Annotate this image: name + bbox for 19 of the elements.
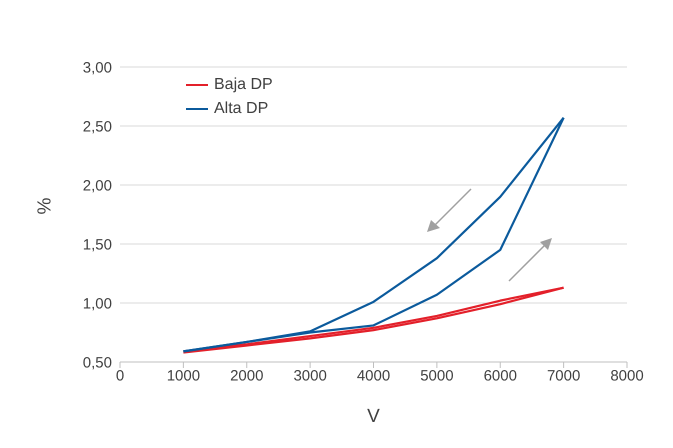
- x-tick-label: 5000: [420, 368, 454, 385]
- y-tick-label: 1,50: [82, 236, 112, 254]
- y-axis-title: %: [34, 198, 56, 214]
- x-tick-label: 2000: [230, 368, 264, 385]
- legend-label: Alta DP: [214, 100, 268, 118]
- x-tick-label: 6000: [484, 368, 517, 385]
- y-tick-label: 2,00: [82, 177, 112, 194]
- x-tick-label: 8000: [610, 368, 644, 385]
- x-axis-title: V: [367, 406, 380, 427]
- legend-label: Baja DP: [214, 76, 273, 94]
- x-tick-label: 4000: [356, 368, 390, 385]
- y-tick-label: 0,50: [82, 354, 112, 372]
- x-tick-label: 0: [116, 368, 124, 385]
- x-tick-label: 3000: [293, 368, 327, 385]
- y-tick-label: 3,00: [82, 59, 112, 76]
- y-tick-label: 1,00: [82, 295, 112, 312]
- x-tick-label: 1000: [166, 368, 200, 385]
- x-tick-label: 7000: [546, 368, 580, 385]
- y-tick-label: 2,50: [82, 118, 112, 136]
